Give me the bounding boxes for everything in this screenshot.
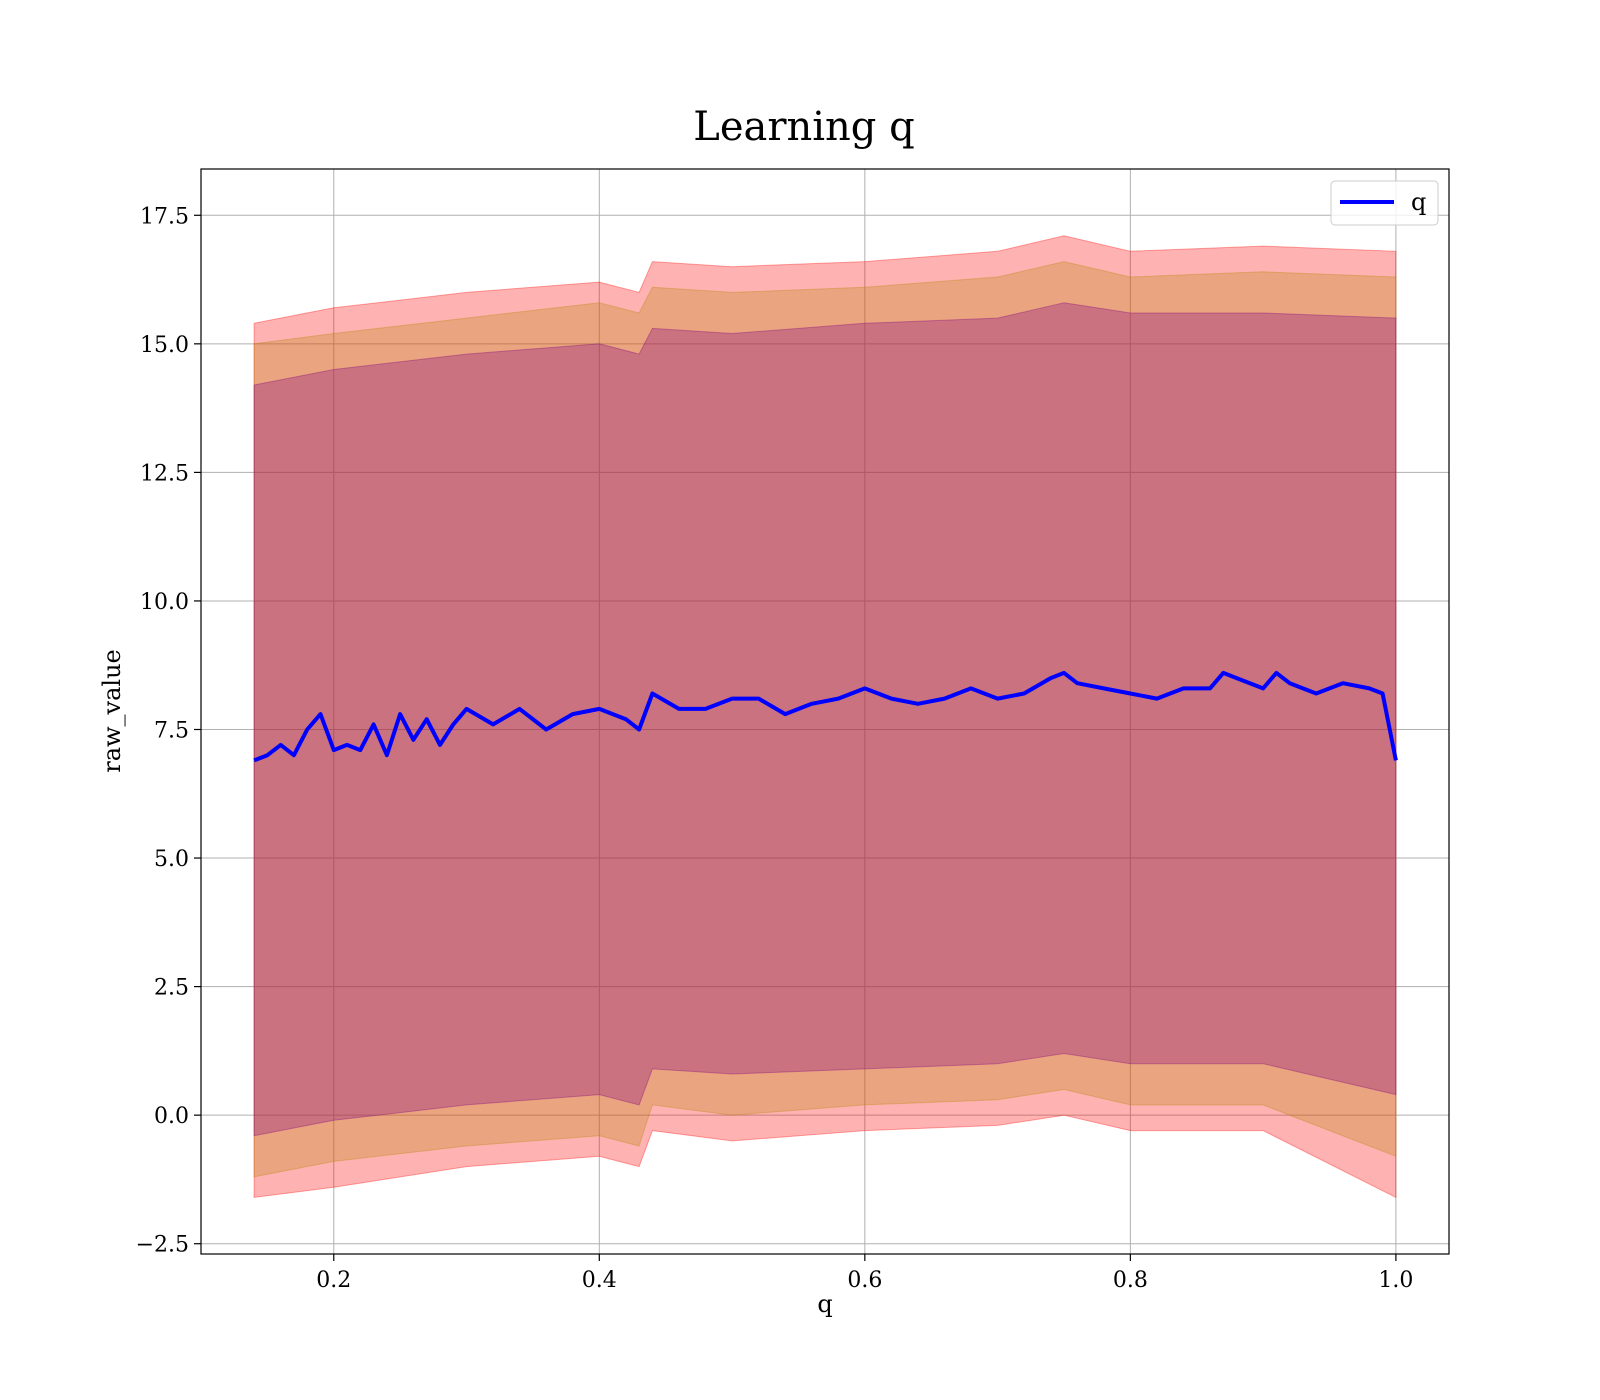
band-2	[253, 302, 1397, 1137]
x-tick-label-1: 0.4	[582, 1268, 617, 1293]
plot-frame	[200, 168, 1450, 1255]
y-tick-label-1: 0.0	[154, 1104, 189, 1129]
series-lines	[253, 670, 1398, 763]
series-line-0	[253, 670, 1398, 763]
y-tick-label-4: 7.5	[154, 718, 189, 743]
legend: q	[1330, 180, 1439, 226]
x-tick-label-4: 1.0	[1378, 1268, 1413, 1293]
band-0	[253, 235, 1397, 1199]
chart-title: Learning q	[693, 104, 914, 150]
confidence-bands	[253, 235, 1397, 1199]
x-axis-ticks: 0.2 0.4 0.6 0.8 1.0	[316, 1254, 1413, 1293]
x-tick-label-0: 0.2	[316, 1268, 351, 1293]
y-axis-ticks: −2.5 0.0 2.5 5.0 7.5 10.0 12.5 15.0 17.5	[136, 204, 201, 1258]
legend-label: q	[1411, 188, 1426, 216]
y-tick-label-6: 12.5	[140, 461, 189, 486]
y-axis-label: raw_value	[98, 649, 126, 773]
y-tick-label-8: 17.5	[140, 204, 189, 229]
y-tick-label-7: 15.0	[140, 333, 189, 358]
x-axis-label: q	[817, 1290, 832, 1318]
y-tick-label-3: 5.0	[154, 847, 189, 872]
x-tick-label-3: 0.8	[1113, 1268, 1148, 1293]
x-tick-label-2: 0.6	[847, 1268, 882, 1293]
y-tick-label-5: 10.0	[140, 590, 189, 615]
y-tick-label-0: −2.5	[136, 1233, 189, 1258]
y-tick-label-2: 2.5	[154, 976, 189, 1001]
grid	[201, 169, 1449, 1254]
band-1	[253, 261, 1397, 1178]
